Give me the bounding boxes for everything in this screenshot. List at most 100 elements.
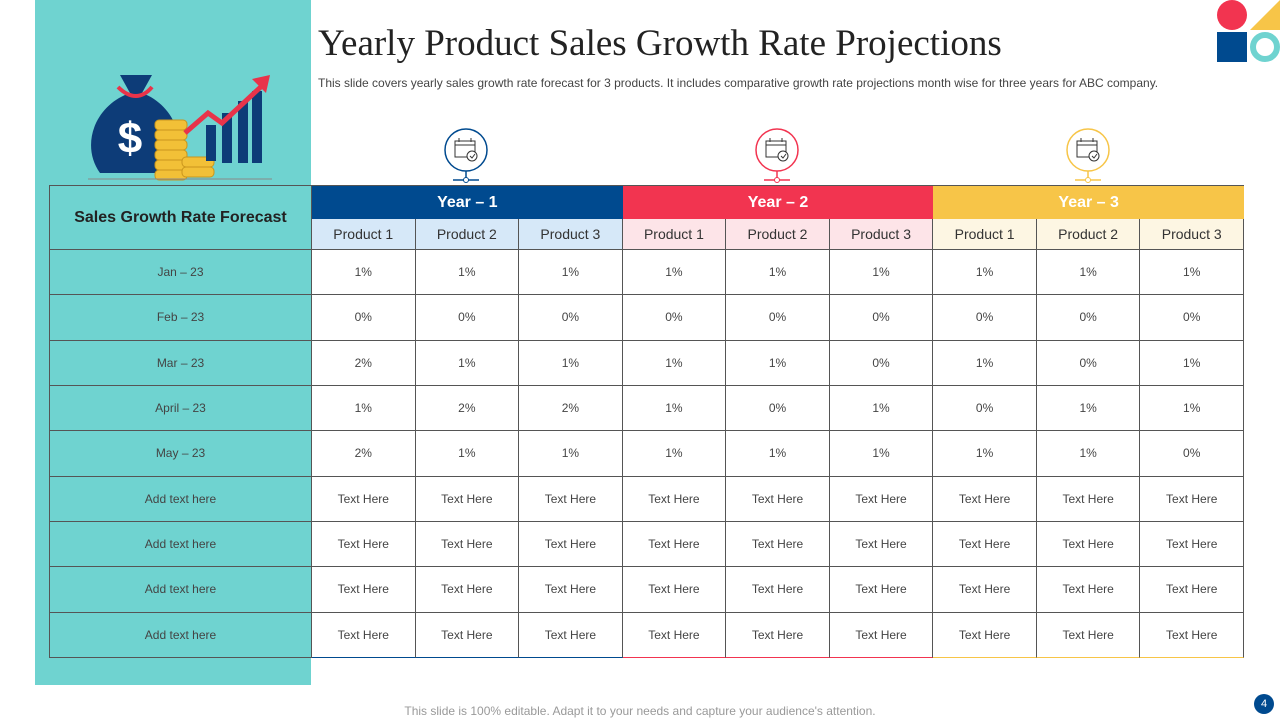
cell: 1% [829, 386, 934, 432]
cell: 1% [519, 340, 623, 386]
cell: Text Here [933, 567, 1037, 613]
row-label: Jan – 23 [50, 250, 312, 296]
product-header: Product 1 [933, 219, 1037, 250]
cell: Text Here [726, 567, 830, 613]
row-label: Add text here [50, 567, 312, 613]
cell: Text Here [933, 522, 1037, 568]
cell: 1% [312, 386, 416, 432]
cell: Text Here [1140, 612, 1244, 658]
cell: Text Here [1140, 522, 1244, 568]
cell: 0% [519, 295, 623, 341]
svg-text:$: $ [118, 114, 142, 163]
cell: 1% [622, 431, 727, 477]
calendar-icon [755, 128, 799, 183]
cell: Text Here [622, 476, 727, 522]
cell: 2% [312, 340, 416, 386]
cell: 0% [622, 295, 727, 341]
cell: 1% [312, 250, 416, 296]
row-label: Add text here [50, 522, 312, 568]
cell: 0% [829, 295, 934, 341]
cell: Text Here [829, 612, 934, 658]
cell: 1% [1140, 250, 1244, 296]
row-label: Add text here [50, 476, 312, 522]
cell: 1% [1140, 340, 1244, 386]
cell: Text Here [519, 567, 623, 613]
cell: Text Here [1140, 567, 1244, 613]
cell: 0% [933, 386, 1037, 432]
row-label: Mar – 23 [50, 340, 312, 386]
corner-shapes [1217, 0, 1280, 62]
cell: 1% [519, 431, 623, 477]
cell: 1% [726, 431, 830, 477]
cell: 2% [519, 386, 623, 432]
cell: Text Here [415, 476, 520, 522]
cell: 0% [1036, 295, 1141, 341]
cell: Text Here [1036, 612, 1141, 658]
cell: Text Here [726, 476, 830, 522]
cell: 0% [726, 386, 830, 432]
cell: Text Here [415, 522, 520, 568]
row-label: May – 23 [50, 431, 312, 477]
cell: 1% [415, 431, 520, 477]
cell: 0% [415, 295, 520, 341]
cell: Text Here [415, 612, 520, 658]
product-header: Product 1 [622, 219, 727, 250]
cell: 1% [933, 250, 1037, 296]
row-label: Feb – 23 [50, 295, 312, 341]
cell: 1% [1036, 431, 1141, 477]
cell: Text Here [519, 612, 623, 658]
cell: 1% [622, 250, 727, 296]
subtitle: This slide covers yearly sales growth ra… [318, 76, 1159, 90]
cell: Text Here [312, 522, 416, 568]
cell: 2% [415, 386, 520, 432]
row-label: April – 23 [50, 386, 312, 432]
cell: 1% [415, 250, 520, 296]
cell: Text Here [933, 612, 1037, 658]
cell: Text Here [1036, 567, 1141, 613]
cell: 1% [933, 340, 1037, 386]
cell: Text Here [519, 522, 623, 568]
cell: 1% [519, 250, 623, 296]
cell: 2% [312, 431, 416, 477]
cell: 1% [622, 386, 727, 432]
cell: 1% [1036, 386, 1141, 432]
cell: Text Here [519, 476, 623, 522]
product-header: Product 2 [726, 219, 830, 250]
cell: 1% [829, 431, 934, 477]
cell: 1% [726, 340, 830, 386]
corner-header: Sales Growth Rate Forecast [50, 186, 312, 250]
cell: Text Here [622, 567, 727, 613]
table: Sales Growth Rate Forecast Year – 1 Produc… [49, 185, 1244, 658]
cell: 0% [933, 295, 1037, 341]
cell: Text Here [829, 567, 934, 613]
cell: Text Here [312, 567, 416, 613]
cell: 0% [1036, 340, 1141, 386]
cell: Text Here [415, 567, 520, 613]
cell: 1% [415, 340, 520, 386]
cell: Text Here [1036, 522, 1141, 568]
cell: 0% [1140, 431, 1244, 477]
cell: 1% [1140, 386, 1244, 432]
cell: 1% [726, 250, 830, 296]
title: Yearly Product Sales Growth Rate Project… [318, 23, 1002, 64]
cell: 1% [829, 250, 934, 296]
year-header: Year – 3 [933, 186, 1244, 219]
cell: 1% [1036, 250, 1141, 296]
product-header: Product 1 [312, 219, 416, 250]
cell: 0% [726, 295, 830, 341]
year-header: Year – 2 [622, 186, 934, 219]
cell: Text Here [726, 522, 830, 568]
cell: Text Here [829, 476, 934, 522]
page-number: 4 [1254, 694, 1274, 714]
cell: 0% [829, 340, 934, 386]
cell: Text Here [1140, 476, 1244, 522]
cell: Text Here [726, 612, 830, 658]
cell: 0% [312, 295, 416, 341]
row-label: Add text here [50, 612, 312, 658]
cell: Text Here [622, 612, 727, 658]
cell: 1% [622, 340, 727, 386]
cell: Text Here [312, 476, 416, 522]
cell: Text Here [829, 522, 934, 568]
sales-icon: $ [88, 75, 272, 181]
cell: Text Here [312, 612, 416, 658]
